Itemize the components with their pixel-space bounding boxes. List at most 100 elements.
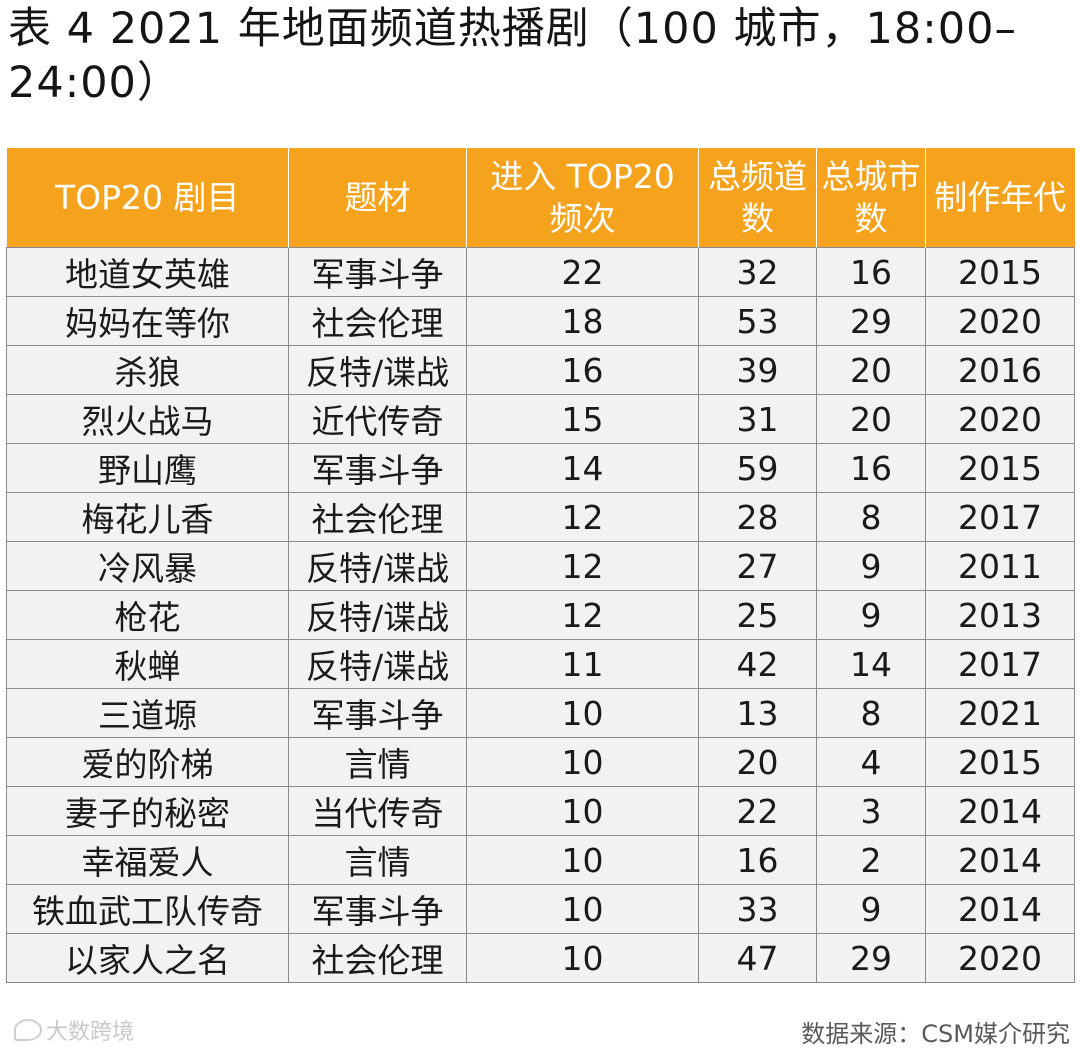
top20-count-cell: 10 [466,884,699,934]
table-header-row: TOP20 剧目 题材 进入 TOP20 频次 总频道数 总城市数 制作年代 [6,148,1075,248]
table-row: 爱的阶梯 言情 10 20 4 2015 [6,737,1075,787]
drama-name-cell: 野山鹰 [6,443,289,493]
drama-name-cell: 铁血武工队传奇 [6,884,289,934]
year-cell: 2020 [925,394,1075,444]
table-row: 幸福爱人 言情 10 16 2 2014 [6,835,1075,885]
drama-name-cell: 秋蝉 [6,639,289,689]
drama-name-cell: 杀狼 [6,345,289,395]
channel-count-cell: 27 [698,541,817,591]
header-genre: 题材 [288,148,467,248]
channel-count-cell: 31 [698,394,817,444]
genre-cell: 军事斗争 [288,247,467,297]
genre-cell: 言情 [288,737,467,787]
year-cell: 2014 [925,786,1075,836]
drama-name-cell: 冷风暴 [6,541,289,591]
year-cell: 2020 [925,296,1075,346]
header-channel-count: 总频道数 [698,148,817,248]
genre-cell: 军事斗争 [288,443,467,493]
top20-count-cell: 16 [466,345,699,395]
top20-count-cell: 12 [466,590,699,640]
year-cell: 2017 [925,639,1075,689]
weibo-logo-icon [14,1019,42,1041]
genre-cell: 反特/谍战 [288,590,467,640]
city-count-cell: 9 [816,590,926,640]
genre-cell: 反特/谍战 [288,541,467,591]
year-cell: 2013 [925,590,1075,640]
top20-count-cell: 22 [466,247,699,297]
drama-name-cell: 地道女英雄 [6,247,289,297]
genre-cell: 当代传奇 [288,786,467,836]
city-count-cell: 20 [816,345,926,395]
channel-count-cell: 59 [698,443,817,493]
table-row: 妻子的秘密 当代传奇 10 22 3 2014 [6,786,1075,836]
genre-cell: 反特/谍战 [288,639,467,689]
top20-count-cell: 18 [466,296,699,346]
year-cell: 2015 [925,737,1075,787]
year-cell: 2014 [925,884,1075,934]
city-count-cell: 16 [816,247,926,297]
top20-count-cell: 15 [466,394,699,444]
table-row: 地道女英雄 军事斗争 22 32 16 2015 [6,247,1075,297]
header-production-year: 制作年代 [925,148,1075,248]
table-title: 表 4 2021 年地面频道热播剧（100 城市，18:00–24:00） [8,4,1017,108]
table-row: 梅花儿香 社会伦理 12 28 8 2017 [6,492,1075,542]
city-count-cell: 9 [816,541,926,591]
top20-count-cell: 10 [466,786,699,836]
header-city-count: 总城市数 [816,148,926,248]
channel-count-cell: 47 [698,933,817,983]
table-row: 烈火战马 近代传奇 15 31 20 2020 [6,394,1075,444]
table-row: 铁血武工队传奇 军事斗争 10 33 9 2014 [6,884,1075,934]
top20-count-cell: 10 [466,835,699,885]
header-drama: TOP20 剧目 [6,148,289,248]
city-count-cell: 8 [816,492,926,542]
city-count-cell: 20 [816,394,926,444]
table-row: 以家人之名 社会伦理 10 47 29 2020 [6,933,1075,983]
city-count-cell: 29 [816,296,926,346]
drama-name-cell: 以家人之名 [6,933,289,983]
year-cell: 2014 [925,835,1075,885]
drama-name-cell: 爱的阶梯 [6,737,289,787]
city-count-cell: 8 [816,688,926,738]
year-cell: 2011 [925,541,1075,591]
genre-cell: 反特/谍战 [288,345,467,395]
city-count-cell: 14 [816,639,926,689]
genre-cell: 社会伦理 [288,933,467,983]
channel-count-cell: 13 [698,688,817,738]
top20-count-cell: 12 [466,492,699,542]
drama-name-cell: 梅花儿香 [6,492,289,542]
drama-name-cell: 幸福爱人 [6,835,289,885]
channel-count-cell: 33 [698,884,817,934]
watermark-text: 大数跨境 [46,1020,135,1045]
genre-cell: 军事斗争 [288,688,467,738]
top20-count-cell: 10 [466,737,699,787]
drama-name-cell: 烈火战马 [6,394,289,444]
genre-cell: 言情 [288,835,467,885]
top20-count-cell: 11 [466,639,699,689]
channel-count-cell: 39 [698,345,817,395]
city-count-cell: 29 [816,933,926,983]
city-count-cell: 2 [816,835,926,885]
header-top20-count: 进入 TOP20 频次 [466,148,699,248]
genre-cell: 军事斗争 [288,884,467,934]
year-cell: 2015 [925,443,1075,493]
genre-cell: 社会伦理 [288,296,467,346]
channel-count-cell: 20 [698,737,817,787]
city-count-cell: 9 [816,884,926,934]
top20-count-cell: 10 [466,933,699,983]
table-row: 冷风暴 反特/谍战 12 27 9 2011 [6,541,1075,591]
drama-name-cell: 三道塬 [6,688,289,738]
table-row: 三道塬 军事斗争 10 13 8 2021 [6,688,1075,738]
city-count-cell: 4 [816,737,926,787]
year-cell: 2016 [925,345,1075,395]
watermark: 大数跨境 [14,1014,134,1046]
channel-count-cell: 16 [698,835,817,885]
channel-count-cell: 42 [698,639,817,689]
drama-table: TOP20 剧目 题材 进入 TOP20 频次 总频道数 总城市数 制作年代 地… [6,148,1075,983]
drama-name-cell: 妻子的秘密 [6,786,289,836]
data-source-note: 数据来源：CSM媒介研究 [801,1020,1070,1048]
year-cell: 2017 [925,492,1075,542]
top20-count-cell: 14 [466,443,699,493]
channel-count-cell: 22 [698,786,817,836]
channel-count-cell: 25 [698,590,817,640]
year-cell: 2015 [925,247,1075,297]
